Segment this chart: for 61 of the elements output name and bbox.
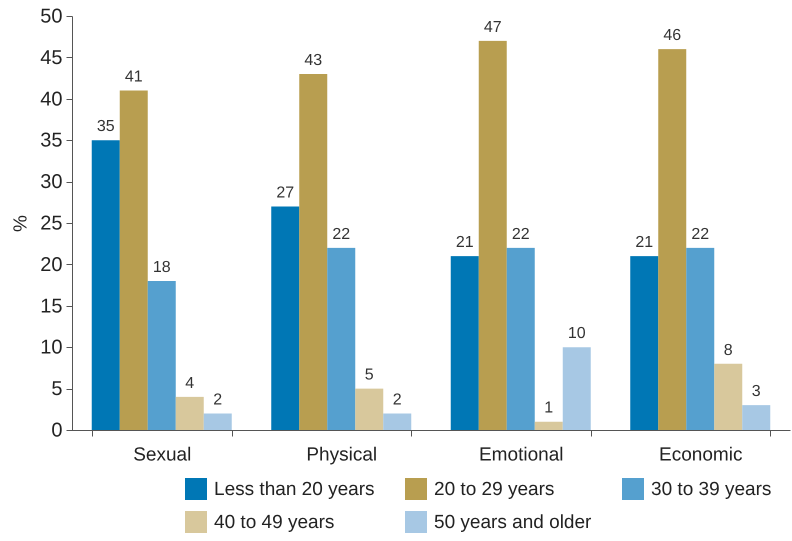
y-tick-label: 50	[40, 6, 62, 28]
data-label: 2	[392, 391, 402, 408]
y-tick-label: 5	[51, 378, 62, 400]
y-tick-label: 25	[40, 212, 62, 234]
data-label: 22	[691, 226, 710, 243]
data-label: 5	[364, 366, 374, 384]
y-tick-label: 0	[51, 420, 62, 442]
y-axis-title: %	[10, 214, 32, 232]
y-tick-label: 15	[40, 295, 62, 318]
y-tick-label: 40	[40, 88, 62, 110]
data-label: 10	[568, 325, 586, 342]
x-tick-label: Sexual	[133, 444, 192, 466]
data-label: 22	[512, 226, 530, 243]
data-label: 2	[213, 391, 222, 408]
bar	[204, 413, 232, 430]
bar	[714, 364, 742, 430]
bar	[478, 40, 507, 430]
bar	[742, 405, 770, 430]
bar	[355, 388, 384, 430]
bar	[506, 248, 535, 430]
bar	[176, 396, 204, 430]
legend-label: Less than 20 years	[214, 479, 375, 500]
data-label: 3	[752, 383, 761, 400]
data-label: 22	[332, 226, 350, 243]
bar	[120, 90, 148, 430]
data-label: 35	[96, 118, 115, 136]
y-tick-label: 45	[40, 46, 62, 69]
data-label: 4	[185, 374, 194, 392]
legend-label: 20 to 29 years	[434, 479, 554, 500]
bar	[534, 422, 563, 430]
x-tick-label: Economic	[659, 444, 742, 466]
legend-label: 50 years and older	[434, 512, 592, 533]
y-tick-label: 35	[40, 130, 62, 152]
data-label: 21	[456, 234, 474, 252]
bar	[658, 49, 686, 430]
data-label: 1	[544, 400, 554, 417]
data-label: 41	[124, 68, 143, 86]
legend-label: 40 to 49 years	[214, 512, 334, 533]
y-tick-label: 20	[40, 254, 62, 276]
bar	[271, 206, 300, 430]
bar	[299, 74, 328, 430]
x-tick-label: Physical	[306, 444, 378, 466]
bar	[383, 413, 412, 430]
data-label: 46	[663, 27, 682, 44]
bar	[148, 280, 176, 430]
data-label: 8	[724, 342, 733, 359]
data-label: 21	[635, 234, 654, 252]
y-tick-label: 30	[40, 171, 62, 194]
data-label: 18	[152, 258, 171, 276]
bar	[92, 140, 120, 430]
data-label: 43	[304, 52, 322, 69]
bar	[450, 256, 479, 430]
legend-label: 30 to 39 years	[651, 479, 772, 500]
data-label: 27	[276, 184, 294, 202]
bar	[562, 347, 591, 430]
bar	[327, 248, 356, 430]
y-tick-label: 10	[40, 336, 62, 359]
bar	[686, 248, 714, 430]
x-tick-label: Emotional	[479, 444, 564, 466]
bar	[630, 256, 658, 430]
data-label: 47	[484, 18, 502, 36]
